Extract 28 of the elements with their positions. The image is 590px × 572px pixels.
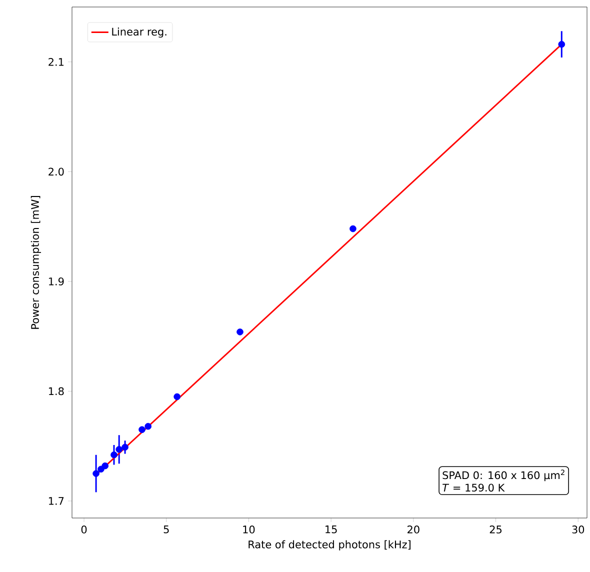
point	[138, 426, 146, 434]
x-tick-label: 20	[408, 526, 420, 534]
y-axis-title: Power consumption [mW]	[30, 196, 41, 329]
y-tick-label: 2.1	[48, 58, 64, 66]
point	[110, 451, 118, 458]
x-tick-label: 10	[243, 526, 255, 534]
x-tick-label: 0	[81, 526, 87, 534]
y-tick-label: 1.7	[48, 497, 64, 505]
y-tick-label: 1.8	[48, 387, 64, 396]
annotation: SPAD 0: 160 x 160 µm$^{2}$	[442, 470, 564, 482]
point	[350, 225, 356, 232]
point	[174, 393, 180, 400]
point	[558, 40, 566, 48]
point	[122, 444, 128, 451]
x-axis-title: Rate of detected photons [kHz]	[248, 540, 410, 550]
legend-label: Linear reg.	[112, 28, 166, 38]
annotation: T = 159.0 K	[442, 484, 505, 492]
point	[102, 462, 109, 470]
x-tick-label: 5	[164, 526, 169, 534]
y-tick-label: 2.0	[48, 168, 64, 176]
point	[236, 328, 244, 336]
x-tick-label: 25	[490, 526, 502, 534]
point	[92, 470, 100, 477]
point	[116, 446, 123, 453]
point	[144, 422, 152, 430]
x-tick-label: 15	[326, 526, 337, 534]
x-tick-label: 30	[572, 526, 584, 534]
y-tick-label: 1.9	[48, 277, 64, 286]
